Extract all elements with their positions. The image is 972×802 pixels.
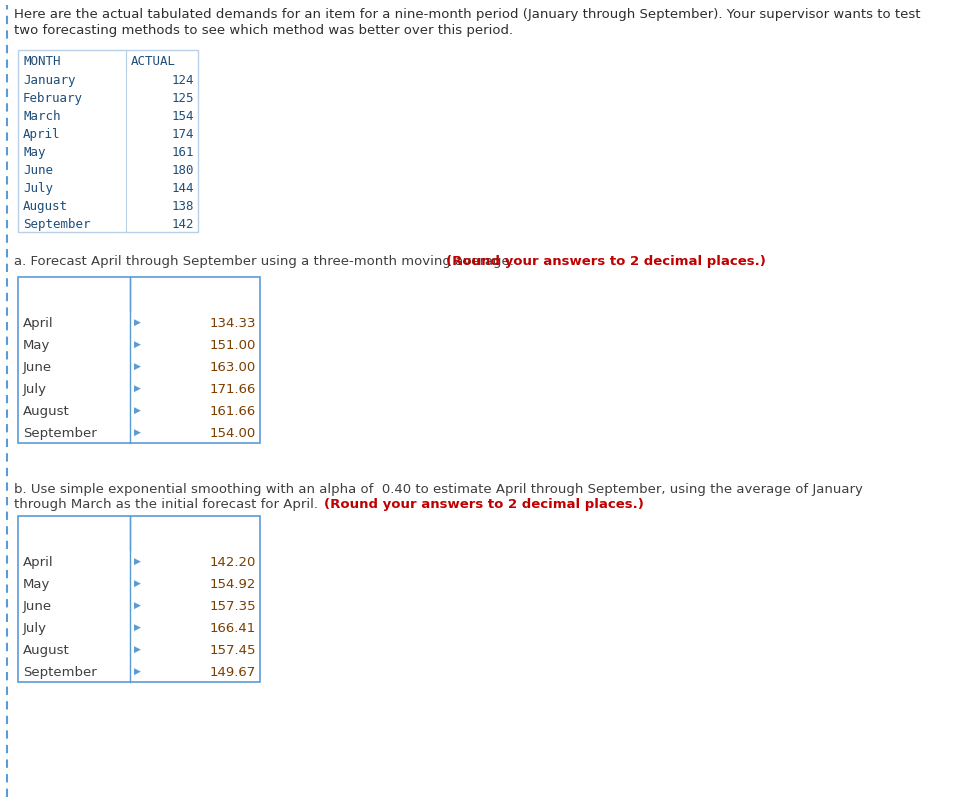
- Text: Here are the actual tabulated demands for an item for a nine-month period (Janua: Here are the actual tabulated demands fo…: [14, 8, 920, 21]
- Text: ▶: ▶: [134, 557, 141, 566]
- Text: 142.20: 142.20: [210, 556, 256, 569]
- Text: Exponential: Exponential: [151, 522, 239, 535]
- Text: 157.35: 157.35: [209, 600, 256, 613]
- Text: two forecasting methods to see which method was better over this period.: two forecasting methods to see which met…: [14, 24, 513, 37]
- Text: 149.67: 149.67: [210, 666, 256, 679]
- Text: ▶: ▶: [134, 623, 141, 632]
- Text: 161.66: 161.66: [210, 405, 256, 418]
- Text: Smoothing: Smoothing: [155, 535, 235, 548]
- Text: August: August: [23, 644, 70, 657]
- Text: 142: 142: [171, 218, 194, 231]
- Text: July: July: [23, 182, 53, 195]
- Text: 161: 161: [171, 146, 194, 159]
- Bar: [18, 277, 260, 443]
- Text: April: April: [23, 317, 53, 330]
- Text: February: February: [23, 92, 83, 105]
- Text: MONTH: MONTH: [23, 55, 60, 68]
- Text: May: May: [23, 578, 51, 591]
- Text: September: September: [23, 218, 90, 231]
- Text: ▶: ▶: [134, 384, 141, 393]
- Text: August: August: [23, 200, 68, 213]
- Text: Month: Month: [23, 527, 71, 540]
- Text: ▶: ▶: [134, 601, 141, 610]
- Text: April: April: [23, 128, 60, 141]
- Text: September: September: [23, 427, 97, 440]
- Text: September: September: [23, 666, 97, 679]
- Text: 163.00: 163.00: [210, 361, 256, 374]
- Text: 166.41: 166.41: [210, 622, 256, 635]
- Text: (Round your answers to 2 decimal places.): (Round your answers to 2 decimal places.…: [446, 255, 766, 268]
- Text: 144: 144: [171, 182, 194, 195]
- Text: 154.92: 154.92: [210, 578, 256, 591]
- Text: June: June: [23, 600, 52, 613]
- Text: 125: 125: [171, 92, 194, 105]
- Text: ▶: ▶: [134, 645, 141, 654]
- Bar: [18, 516, 260, 682]
- Text: 171.66: 171.66: [210, 383, 256, 396]
- Text: ▶: ▶: [134, 667, 141, 676]
- Text: 154.00: 154.00: [210, 427, 256, 440]
- Text: Month: Month: [23, 288, 71, 301]
- Text: 124: 124: [171, 74, 194, 87]
- Text: Three-Month: Three-Month: [147, 283, 243, 296]
- Text: ▶: ▶: [134, 428, 141, 437]
- Text: January: January: [23, 74, 76, 87]
- Text: July: July: [23, 383, 47, 396]
- Text: (Round your answers to 2 decimal places.): (Round your answers to 2 decimal places.…: [324, 498, 643, 511]
- Text: 180: 180: [171, 164, 194, 177]
- Bar: [18, 50, 198, 232]
- Text: ▶: ▶: [134, 340, 141, 349]
- Text: ▶: ▶: [134, 318, 141, 327]
- Text: 174: 174: [171, 128, 194, 141]
- Text: 151.00: 151.00: [210, 339, 256, 352]
- Text: May: May: [23, 146, 46, 159]
- Text: April: April: [23, 556, 53, 569]
- Text: June: June: [23, 361, 52, 374]
- Text: March: March: [23, 110, 60, 123]
- Text: ACTUAL: ACTUAL: [131, 55, 176, 68]
- Text: through March as the initial forecast for April.: through March as the initial forecast fo…: [14, 498, 323, 511]
- Text: 154: 154: [171, 110, 194, 123]
- Text: August: August: [23, 405, 70, 418]
- Text: June: June: [23, 164, 53, 177]
- Text: ▶: ▶: [134, 406, 141, 415]
- Text: 157.45: 157.45: [210, 644, 256, 657]
- Text: ▶: ▶: [134, 362, 141, 371]
- Text: Moving Average: Moving Average: [135, 296, 256, 309]
- Text: 134.33: 134.33: [210, 317, 256, 330]
- Text: a. Forecast April through September using a three-month moving average.: a. Forecast April through September usin…: [14, 255, 518, 268]
- Text: b. Use simple exponential smoothing with an alpha of  0.40 to estimate April thr: b. Use simple exponential smoothing with…: [14, 483, 863, 496]
- Text: ▶: ▶: [134, 579, 141, 588]
- Text: July: July: [23, 622, 47, 635]
- Text: 138: 138: [171, 200, 194, 213]
- Text: May: May: [23, 339, 51, 352]
